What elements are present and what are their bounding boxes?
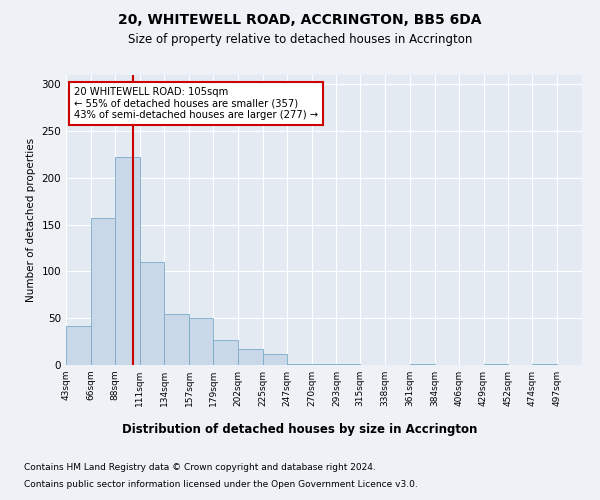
Bar [190,318,213,365]
Bar [263,354,287,365]
Text: Contains public sector information licensed under the Open Government Licence v3: Contains public sector information licen… [24,480,418,489]
Text: Distribution of detached houses by size in Accrington: Distribution of detached houses by size … [122,422,478,436]
Bar [287,364,311,365]
Bar [140,262,164,365]
Bar [164,314,190,365]
Text: Contains HM Land Registry data © Crown copyright and database right 2024.: Contains HM Land Registry data © Crown c… [24,462,376,471]
Bar [66,326,91,365]
Bar [484,364,508,365]
Bar [311,364,337,365]
Bar [91,218,115,365]
Text: 20 WHITEWELL ROAD: 105sqm
← 55% of detached houses are smaller (357)
43% of semi: 20 WHITEWELL ROAD: 105sqm ← 55% of detac… [74,87,317,120]
Bar [238,349,263,365]
Bar [115,158,140,365]
Bar [410,364,435,365]
Bar [213,340,238,365]
Text: 20, WHITEWELL ROAD, ACCRINGTON, BB5 6DA: 20, WHITEWELL ROAD, ACCRINGTON, BB5 6DA [118,12,482,26]
Bar [337,364,360,365]
Text: Size of property relative to detached houses in Accrington: Size of property relative to detached ho… [128,32,472,46]
Y-axis label: Number of detached properties: Number of detached properties [26,138,36,302]
Bar [532,364,557,365]
